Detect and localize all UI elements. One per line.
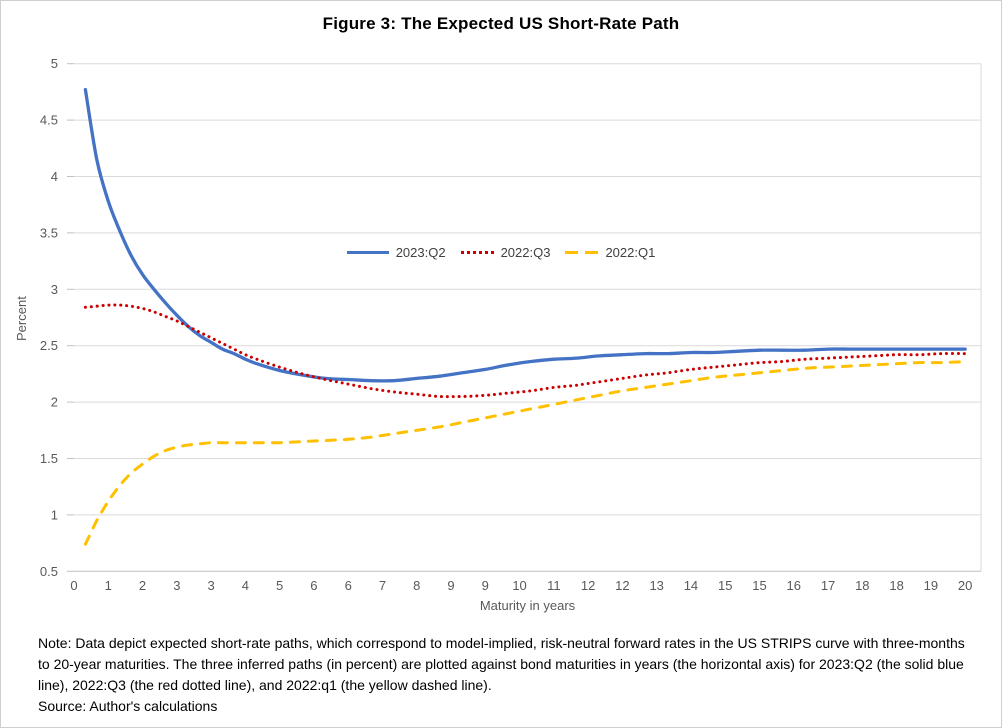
x-tick-label: 15 bbox=[718, 578, 732, 593]
legend-item-2022q3: 2022:Q3 bbox=[460, 245, 551, 260]
x-tick-label: 6 bbox=[345, 578, 352, 593]
y-tick-label: 1.5 bbox=[40, 451, 58, 466]
x-tick-label: 7 bbox=[379, 578, 386, 593]
x-tick-label: 12 bbox=[581, 578, 595, 593]
note-text: Note: Data depict expected short-rate pa… bbox=[38, 635, 965, 693]
figure-title: Figure 3: The Expected US Short-Rate Pat… bbox=[322, 14, 680, 33]
x-tick-label: 2 bbox=[139, 578, 146, 593]
x-tick-label: 8 bbox=[413, 578, 420, 593]
dashed-line-sample-icon bbox=[565, 251, 599, 254]
solid-line-sample-icon bbox=[346, 251, 389, 254]
x-tick-label: 3 bbox=[207, 578, 214, 593]
legend-item-2022q1: 2022:Q1 bbox=[565, 245, 655, 260]
x-tick-label: 18 bbox=[855, 578, 869, 593]
x-tick-label: 5 bbox=[276, 578, 283, 593]
x-tick-label: 3 bbox=[173, 578, 180, 593]
legend-label: 2023:Q2 bbox=[395, 245, 446, 260]
legend-label: 2022:Q3 bbox=[500, 245, 551, 260]
y-axis-title: Percent bbox=[14, 296, 29, 342]
dotted-line-sample-icon bbox=[460, 251, 494, 254]
x-tick-label: 18 bbox=[889, 578, 903, 593]
x-tick-label: 12 bbox=[615, 578, 629, 593]
source-text: Source: Author's calculations bbox=[38, 698, 218, 714]
x-tick-label: 20 bbox=[958, 578, 972, 593]
x-tick-label: 14 bbox=[684, 578, 698, 593]
x-tick-label: 11 bbox=[547, 578, 561, 593]
series-line-2022q1 bbox=[83, 360, 967, 546]
series-line-2022q3 bbox=[83, 303, 967, 399]
figure-note: Note: Data depict expected short-rate pa… bbox=[38, 633, 978, 717]
legend-label: 2022:Q1 bbox=[605, 245, 656, 260]
y-tick-label: 2 bbox=[51, 395, 58, 410]
x-tick-label: 17 bbox=[821, 578, 835, 593]
x-tick-label: 10 bbox=[512, 578, 526, 593]
x-tick-label: 16 bbox=[787, 578, 801, 593]
series-line-2023q2 bbox=[83, 87, 967, 383]
y-tick-label: 3 bbox=[51, 282, 58, 297]
x-tick-label: 0 bbox=[70, 578, 77, 593]
x-axis-title: Maturity in years bbox=[479, 598, 576, 613]
y-tick-label: 4 bbox=[51, 169, 58, 184]
x-tick-label: 19 bbox=[924, 578, 938, 593]
legend-item-2023q2: 2023:Q2 bbox=[346, 245, 446, 260]
x-tick-label: 13 bbox=[649, 578, 663, 593]
x-tick-label: 1 bbox=[105, 578, 112, 593]
y-tick-label: 1 bbox=[51, 507, 58, 522]
legend: 2023:Q2 2022:Q3 2022:Q1 bbox=[1, 245, 1001, 260]
x-tick-label: 4 bbox=[242, 578, 249, 593]
x-tick-label: 6 bbox=[310, 578, 317, 593]
x-tick-label: 9 bbox=[447, 578, 454, 593]
y-tick-label: 5 bbox=[51, 56, 58, 71]
y-tick-label: 2.5 bbox=[40, 338, 58, 353]
x-tick-label: 15 bbox=[752, 578, 766, 593]
x-tick-label: 9 bbox=[482, 578, 489, 593]
y-tick-label: 3.5 bbox=[40, 225, 58, 240]
y-tick-label: 4.5 bbox=[40, 113, 58, 128]
y-tick-label: 0.5 bbox=[40, 564, 58, 579]
